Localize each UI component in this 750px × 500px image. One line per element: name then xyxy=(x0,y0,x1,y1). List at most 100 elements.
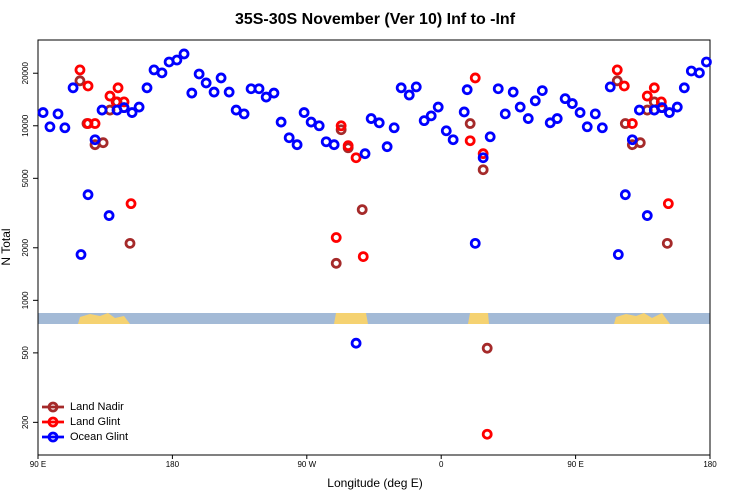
point xyxy=(678,82,690,94)
point xyxy=(67,82,79,94)
point xyxy=(118,102,130,114)
point xyxy=(283,132,295,144)
map-strip xyxy=(38,313,710,324)
point xyxy=(469,72,481,84)
point xyxy=(388,122,400,134)
point xyxy=(112,82,124,94)
point xyxy=(671,101,683,113)
point xyxy=(464,135,476,147)
y-tick-label: 1000 xyxy=(21,291,30,309)
land-band xyxy=(334,313,368,324)
point xyxy=(268,87,280,99)
point xyxy=(223,86,235,98)
chart-title: 35S-30S November (Ver 10) Inf to -Inf xyxy=(235,11,516,28)
point xyxy=(410,81,422,93)
x-axis-label: Longitude (deg E) xyxy=(327,476,422,490)
point xyxy=(477,152,489,164)
x-tick-label: 90 E xyxy=(567,460,583,469)
point xyxy=(356,204,368,215)
point xyxy=(701,56,712,68)
point xyxy=(626,134,638,146)
point xyxy=(313,120,325,132)
point xyxy=(425,110,437,122)
point xyxy=(611,75,623,87)
point xyxy=(566,98,578,109)
point xyxy=(156,67,168,79)
point xyxy=(559,93,571,105)
point xyxy=(186,87,198,99)
point xyxy=(492,83,504,95)
x-tick-label: 180 xyxy=(166,460,180,469)
point xyxy=(648,82,660,94)
x-tick-label: 0 xyxy=(439,460,444,469)
point xyxy=(551,113,563,124)
point xyxy=(335,124,347,136)
point xyxy=(507,86,519,98)
point xyxy=(359,148,371,160)
point xyxy=(74,64,86,76)
point xyxy=(626,118,638,129)
point xyxy=(96,104,108,116)
y-tick-label: 10000 xyxy=(21,114,30,137)
point xyxy=(365,113,377,124)
point xyxy=(655,96,667,108)
point xyxy=(574,107,586,118)
x-tick-label: 90 E xyxy=(30,460,46,469)
point xyxy=(253,83,265,95)
point xyxy=(330,232,342,243)
point xyxy=(357,251,369,263)
x-tick-label: 90 W xyxy=(297,460,316,469)
point xyxy=(641,90,653,102)
land-band xyxy=(468,313,489,324)
point xyxy=(52,108,64,120)
point xyxy=(330,257,342,269)
point xyxy=(328,139,340,151)
point xyxy=(89,118,101,129)
point xyxy=(481,342,493,354)
point xyxy=(342,140,354,152)
point xyxy=(693,67,705,79)
point xyxy=(604,81,616,93)
land-band xyxy=(78,313,130,324)
point xyxy=(589,108,601,120)
point xyxy=(125,198,137,210)
legend-label: Land Glint xyxy=(70,416,120,428)
legend-symbol xyxy=(47,401,59,413)
y-tick-label: 2000 xyxy=(21,238,30,256)
point xyxy=(395,82,407,94)
point xyxy=(656,102,668,114)
point xyxy=(335,120,347,132)
point xyxy=(596,122,608,134)
point xyxy=(418,115,430,127)
point xyxy=(275,116,287,128)
point xyxy=(298,107,310,118)
legend-label: Ocean Glint xyxy=(70,431,128,443)
point xyxy=(403,89,415,101)
point xyxy=(89,134,101,146)
point xyxy=(44,121,56,133)
point xyxy=(440,125,452,137)
point xyxy=(432,101,444,113)
point xyxy=(126,107,138,118)
point xyxy=(581,121,593,133)
point xyxy=(103,210,115,221)
point xyxy=(82,80,94,92)
legend-symbol xyxy=(47,416,59,428)
point xyxy=(619,189,631,201)
x-tick-label: 180 xyxy=(703,460,717,469)
y-tick-label: 5000 xyxy=(21,169,30,187)
point xyxy=(230,104,242,116)
point xyxy=(458,106,470,118)
point xyxy=(215,72,227,84)
point xyxy=(178,48,190,60)
point xyxy=(200,77,212,89)
y-tick-label: 200 xyxy=(21,415,30,429)
point xyxy=(661,237,673,249)
point xyxy=(104,90,116,102)
point xyxy=(124,237,136,249)
point xyxy=(350,152,362,164)
point xyxy=(260,91,272,103)
y-axis-label: N Total xyxy=(0,228,13,265)
point xyxy=(612,249,624,260)
